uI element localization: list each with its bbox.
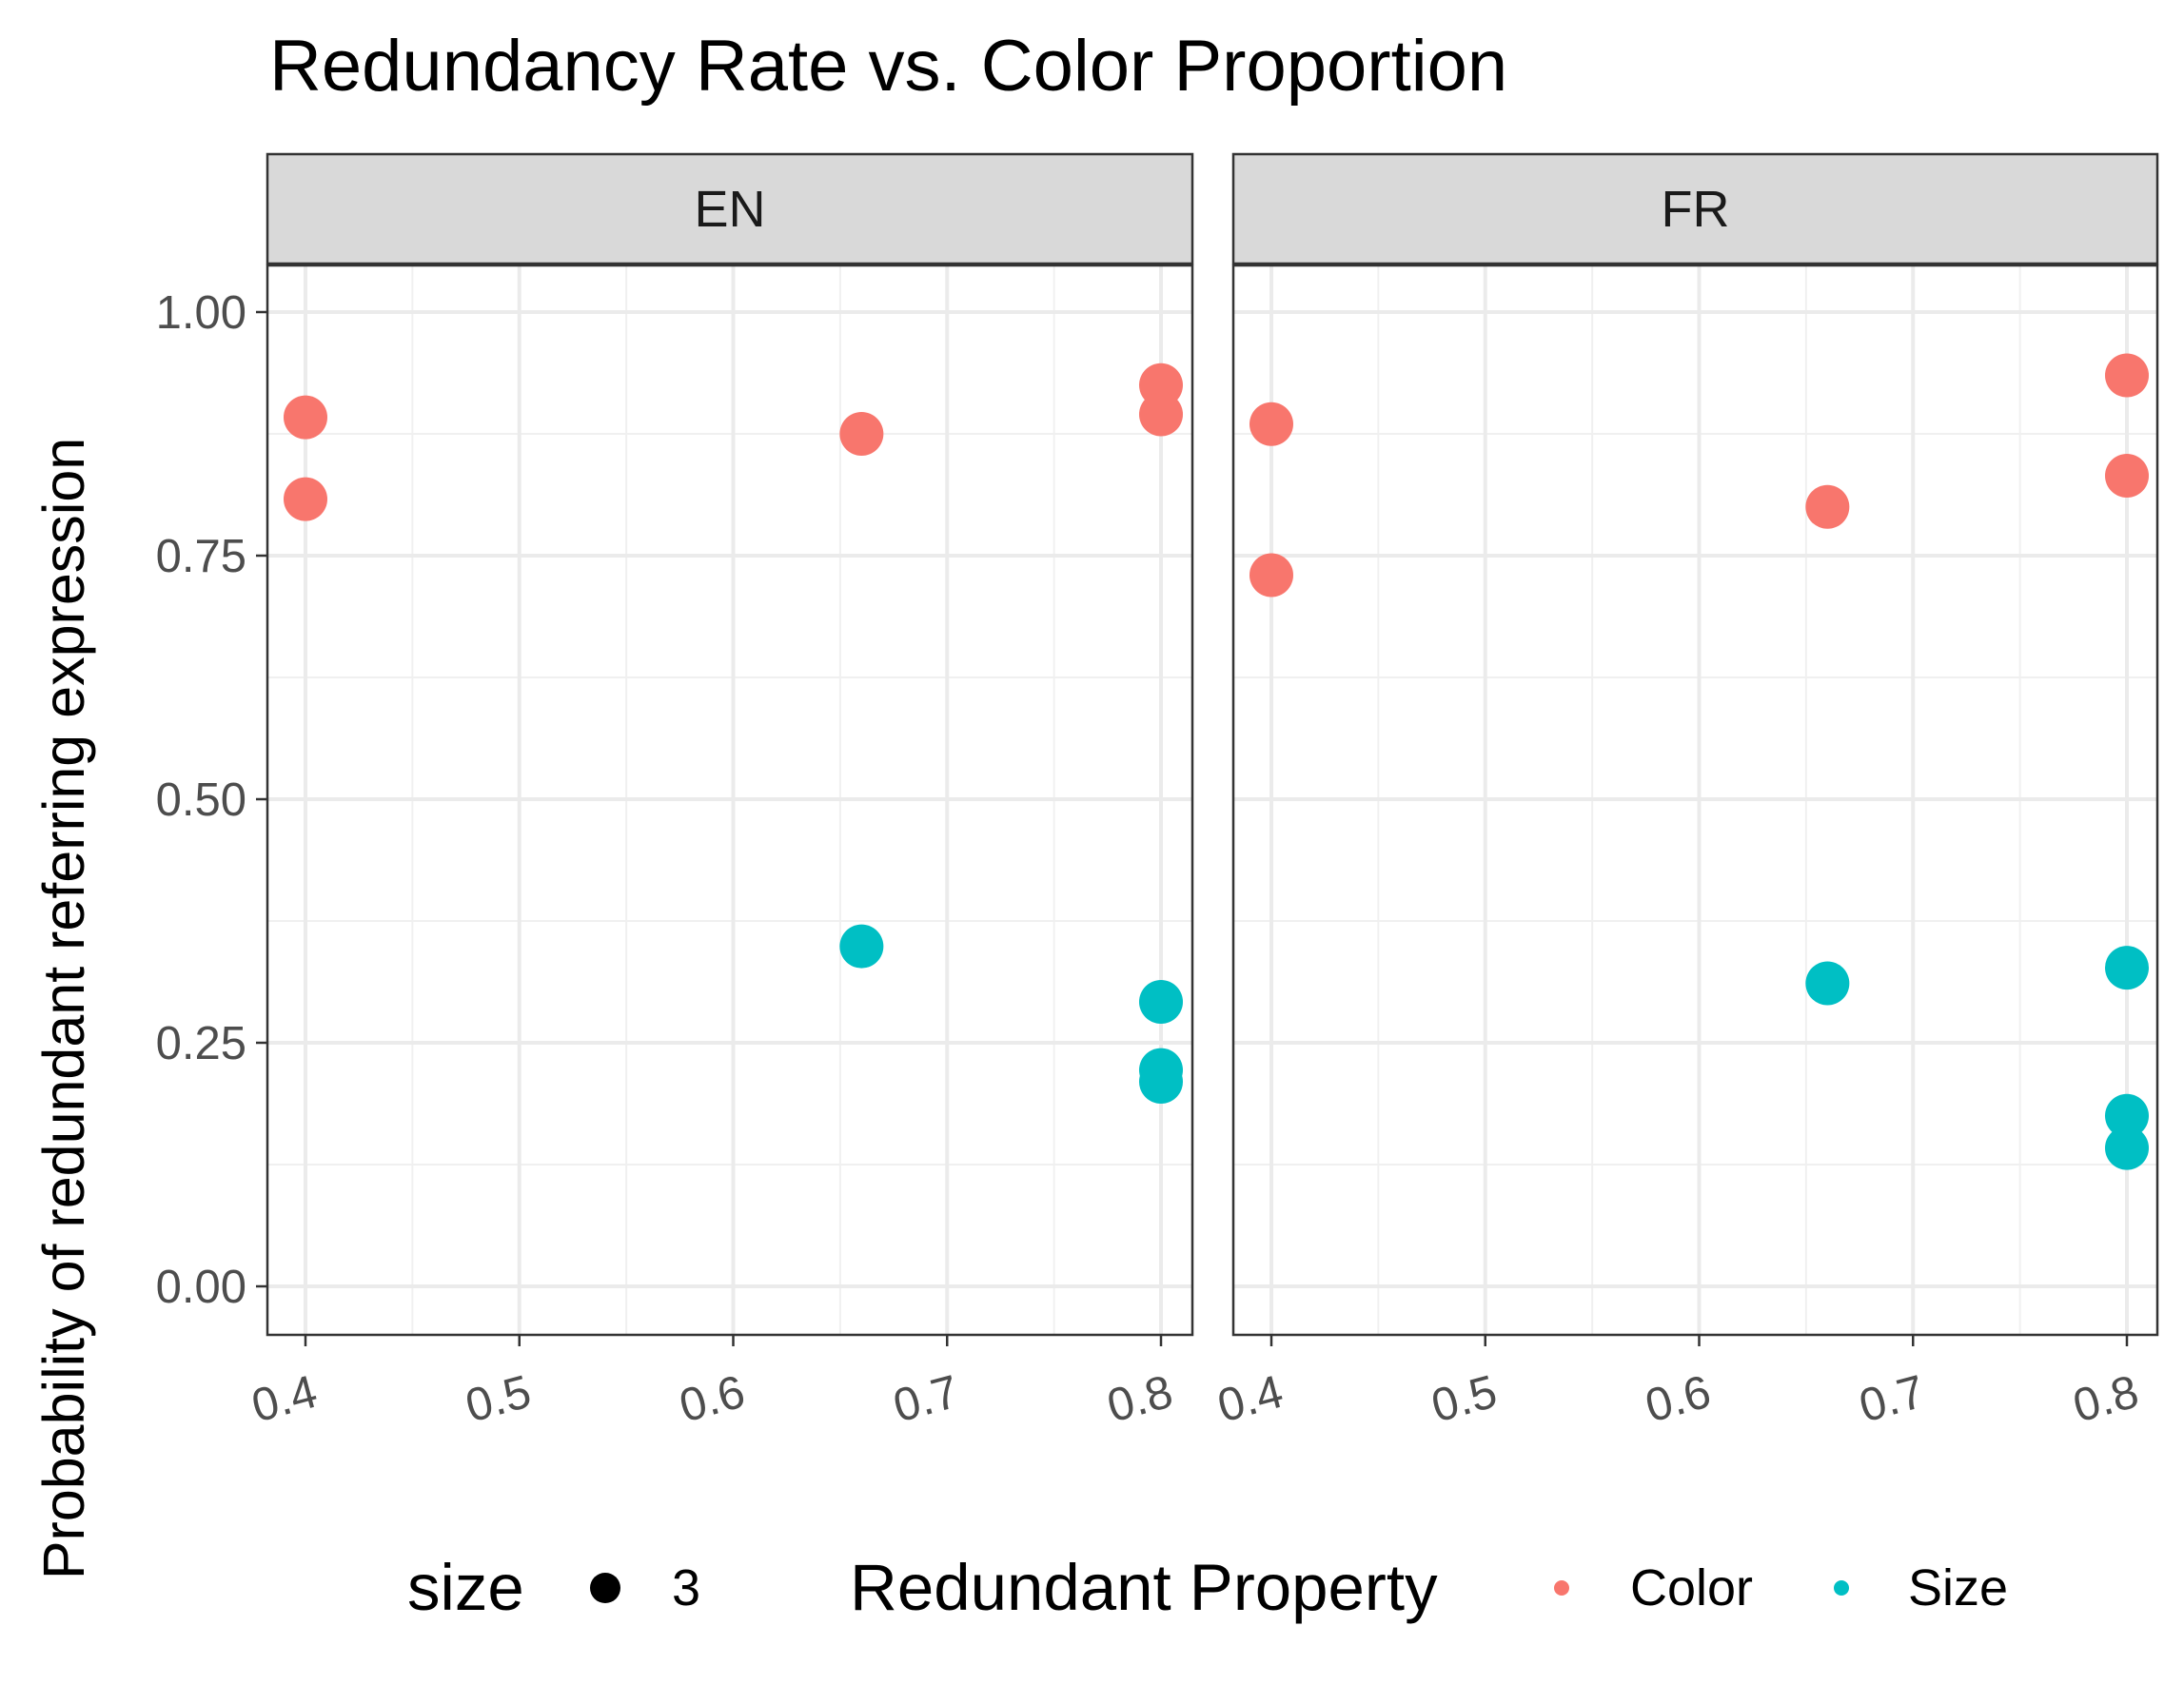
x-tick-label: 0.8: [1102, 1366, 1178, 1433]
y-axis-label: Probability of redundant referring expre…: [31, 438, 96, 1579]
x-tick-label: 0.5: [461, 1366, 537, 1433]
legend-label-size: Size: [1908, 1559, 2008, 1616]
point-size: [1139, 1059, 1183, 1104]
y-tick-label: 0.25: [156, 1018, 246, 1069]
legend: size 3 Redundant Property Color Size: [407, 1551, 2008, 1624]
legend-size-title: size: [407, 1551, 524, 1624]
facet-strip-label: FR: [1662, 181, 1730, 238]
facet-panel-fr: FR 0.4 0.5 0.6 0.7 0.8: [1212, 152, 2159, 1433]
legend-size-key: [590, 1573, 620, 1603]
facet-strip: [1231, 152, 2159, 265]
point-size: [1805, 961, 1850, 1006]
legend-key-size: [1834, 1580, 1849, 1596]
facet-panels: EN 0.4 0.5 0.6 0.7 0.8 0.00 0.25 0.50 0.75 1.00 FR 0…: [156, 152, 2159, 1433]
legend-key-color: [1554, 1580, 1569, 1596]
x-tick-label: 0.5: [1426, 1366, 1503, 1433]
panel-border: [1231, 264, 2159, 1337]
point-size: [2105, 1093, 2149, 1138]
point-size: [2105, 1126, 2149, 1170]
chart-title: Redundancy Rate vs. Color Proportion: [269, 26, 1507, 107]
point-color: [2105, 353, 2149, 398]
x-tick-label: 0.7: [888, 1366, 964, 1433]
point-color: [1249, 402, 1293, 446]
legend-label-color: Color: [1630, 1559, 1753, 1616]
x-tick-label: 0.4: [246, 1366, 323, 1433]
point-color: [284, 477, 327, 521]
point-size: [1139, 979, 1183, 1024]
x-tick-label: 0.6: [1640, 1366, 1716, 1433]
point-size: [2105, 946, 2149, 990]
x-tick-label: 0.8: [2068, 1366, 2144, 1433]
y-tick-label: 0.50: [156, 774, 246, 826]
y-tick-label: 1.00: [156, 287, 246, 339]
point-color: [2105, 454, 2149, 499]
x-tick-label: 0.6: [674, 1366, 750, 1433]
y-tick-label: 0.75: [156, 531, 246, 582]
x-tick-label: 0.7: [1854, 1366, 1930, 1433]
point-color: [1249, 553, 1293, 598]
point-color: [284, 395, 327, 440]
y-tick-label: 0.00: [156, 1262, 246, 1313]
legend-size-value: 3: [672, 1559, 700, 1616]
facet-strip-label: EN: [694, 181, 765, 238]
x-tick-label: 0.4: [1212, 1366, 1289, 1433]
point-color: [1139, 392, 1183, 437]
point-color: [839, 412, 884, 456]
facet-panel-en: EN 0.4 0.5 0.6 0.7 0.8 0.00 0.25 0.50 0.75 1.00: [156, 152, 1194, 1433]
point-color: [1805, 484, 1850, 529]
facet-strip: [266, 152, 1194, 265]
point-size: [839, 924, 884, 969]
legend-color-title: Redundant Property: [850, 1551, 1438, 1624]
